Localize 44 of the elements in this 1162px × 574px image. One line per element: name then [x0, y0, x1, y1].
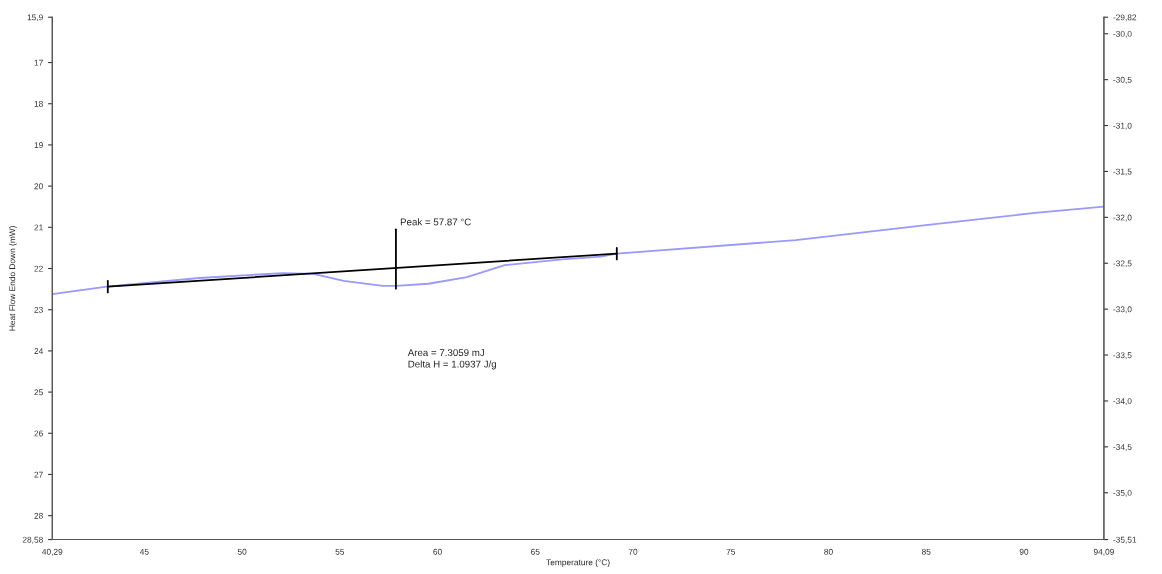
y2-tick-label: -33,5: [1113, 352, 1132, 360]
x-tick-label: 70: [628, 548, 638, 555]
y-tick-label: 28,58: [22, 536, 43, 544]
x-tick-label: 45: [139, 548, 149, 555]
annotation: Area = 7.3059 mJ: [407, 349, 485, 357]
y2-tick-label: -30,5: [1113, 76, 1132, 84]
y-tick-label: 15,9: [27, 14, 43, 22]
x-tick-label: 60: [433, 548, 442, 555]
x-axis-title: Temperature (°C): [546, 559, 610, 567]
y2-tick-label: -33,0: [1113, 306, 1132, 314]
x-tick-label: 80: [824, 548, 833, 555]
x-tick-label: 55: [335, 548, 345, 555]
y-tick-label: 28: [34, 512, 43, 519]
y-tick-label: 21: [34, 224, 43, 231]
y2-tick-label: -34,5: [1113, 444, 1132, 451]
y-tick-label: 18: [34, 100, 43, 107]
y-tick-label: 25: [34, 389, 43, 396]
x-tick-label: 85: [921, 548, 931, 555]
y-tick-label: 24: [34, 348, 44, 354]
x-tick-label: 50: [237, 548, 247, 555]
y2-tick-label: -34,0: [1113, 398, 1132, 406]
annotation: Peak = 57.87 °C: [400, 218, 471, 226]
y-tick-label: 27: [34, 471, 43, 478]
y2-tick-label: -35,51: [1113, 536, 1137, 544]
y2-tick-label: -32,0: [1113, 214, 1132, 222]
y2-tick-label: -29,82: [1113, 14, 1137, 22]
y-axis-title: Heat Flow Endo Down (mW): [9, 226, 17, 331]
y2-tick-label: -31,5: [1113, 168, 1132, 176]
annotation: Delta H = 1.0937 J/g: [408, 360, 497, 370]
y-tick-label: 23: [34, 306, 43, 313]
y-tick-label: 20: [34, 183, 43, 190]
y-tick-label: 17: [34, 59, 43, 66]
x-tick-label: 75: [726, 548, 736, 555]
y2-tick-label: -32,5: [1113, 260, 1132, 268]
y-tick-label: 26: [34, 430, 43, 437]
y2-tick-label: -35,0: [1113, 489, 1132, 497]
y-tick-label: 22: [34, 265, 43, 272]
x-tick-label: 65: [531, 548, 540, 555]
y2-tick-label: -30,0: [1113, 30, 1132, 38]
y-tick-label: 19: [34, 142, 43, 149]
x-tick-label: 90: [1019, 548, 1029, 555]
x-tick-label: 40,29: [42, 548, 63, 556]
y2-tick-label: -31,0: [1113, 122, 1132, 130]
x-tick-label: 94,09: [1093, 548, 1114, 556]
